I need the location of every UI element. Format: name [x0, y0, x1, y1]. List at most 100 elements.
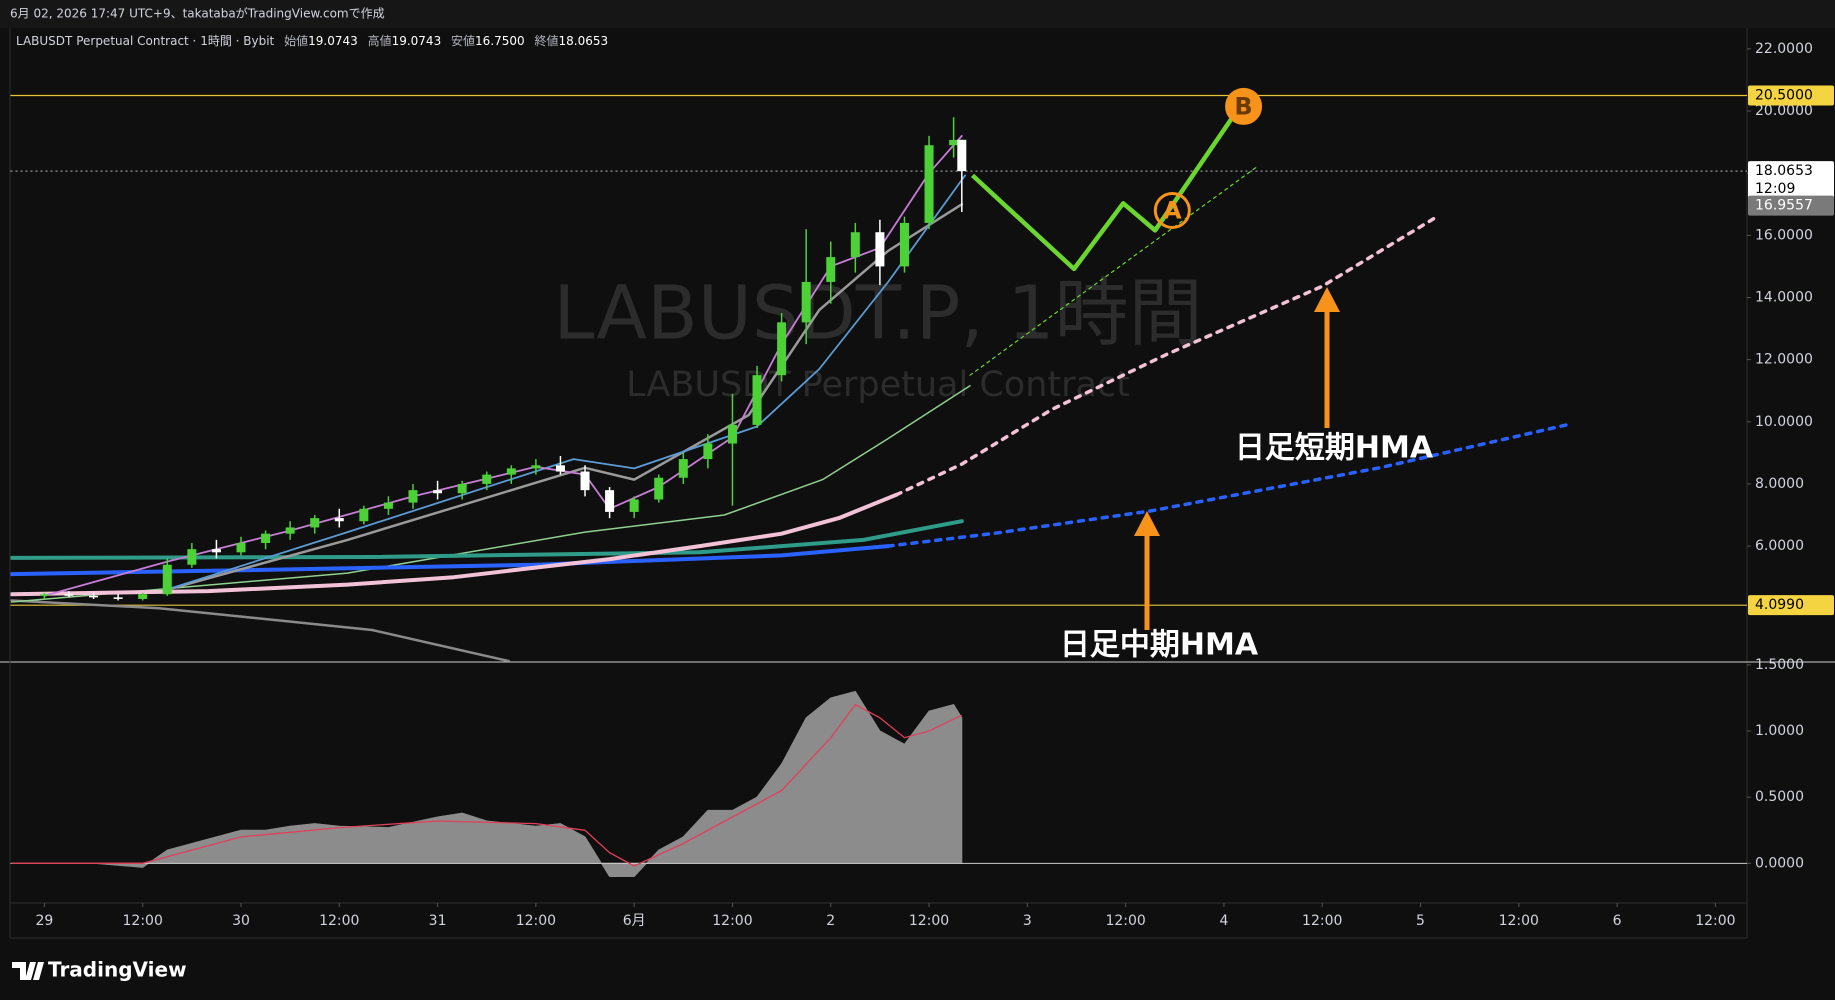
indicator-line	[10, 384, 971, 603]
candle-body	[162, 564, 172, 595]
x-tick-label: 6	[1613, 913, 1622, 929]
y-tick-label: 8.0000	[1755, 476, 1804, 492]
x-tick-label: 2	[826, 913, 835, 929]
price-label-time: 12:09	[1755, 181, 1795, 197]
candle-body	[555, 465, 565, 472]
candle-body	[89, 595, 99, 598]
candle-body	[826, 257, 836, 282]
y-tick-label: 1.5000	[1755, 657, 1804, 673]
x-tick-label: 12:00	[1105, 913, 1145, 929]
price-label-bg	[1748, 85, 1834, 106]
legend-label: 始値	[284, 33, 308, 48]
credit: 6月 02, 2026 17:47 UTC+9、takatabaがTrading…	[10, 6, 385, 21]
x-tick-label: 31	[429, 913, 447, 929]
x-tick-label: 12:00	[516, 913, 556, 929]
wave-marker	[1225, 87, 1263, 125]
candle-body	[334, 518, 344, 522]
candle-body	[531, 465, 541, 469]
top-bar	[0, 0, 1835, 28]
oscillator-pane	[10, 690, 1747, 877]
legend-label: 高値	[368, 33, 392, 48]
price-label: 20.5000	[1755, 88, 1813, 104]
x-tick-label: 4	[1219, 913, 1228, 929]
y-tick-label: 1.0000	[1755, 723, 1804, 739]
candle-body	[957, 139, 967, 172]
candle-body	[408, 490, 418, 503]
legend: LABUSDT Perpetual Contract · 1時間 · Bybit…	[16, 33, 608, 48]
indicator-line	[894, 214, 1439, 497]
x-tick-label: 12:00	[1695, 913, 1735, 929]
candle-body	[949, 139, 959, 146]
candle-body	[236, 542, 246, 553]
price-label-bg	[1748, 161, 1834, 200]
x-tick-label: 12:00	[123, 913, 163, 929]
legend-label: 終値	[535, 33, 559, 48]
indicator-line	[10, 492, 899, 597]
candle-body	[457, 483, 467, 494]
y-tick-label: 14.0000	[1755, 289, 1813, 305]
wave-marker	[1153, 191, 1191, 229]
y-tick-label: 22.0000	[1755, 41, 1813, 57]
candle-body	[654, 477, 664, 500]
y-tick-label: 10.0000	[1755, 414, 1813, 430]
candle-body	[899, 222, 909, 267]
candle-body	[924, 145, 934, 223]
wave-marker-label: A	[1163, 196, 1182, 224]
brand: TradingView	[12, 958, 187, 982]
candle-body	[850, 232, 860, 258]
candle-body	[359, 508, 369, 522]
main-pane: AB	[10, 87, 1747, 662]
candle-body	[138, 594, 148, 599]
indicator-line	[886, 422, 1570, 548]
price-label: 18.0653	[1755, 163, 1813, 179]
indicator-line	[969, 166, 1258, 376]
price-label: 4.0990	[1755, 597, 1804, 613]
y-tick-label: 0.0000	[1755, 855, 1804, 871]
arrow-head	[1314, 287, 1340, 312]
candle-body	[383, 502, 393, 509]
price-label: 16.9557	[1755, 198, 1813, 214]
annotation-short-hma: 日足短期HMA	[1235, 431, 1434, 466]
indicator-line	[163, 174, 966, 592]
x-tick-label: 6月	[623, 913, 646, 929]
watermark-subtitle: LABUSDT Perpetual Contract	[626, 365, 1130, 405]
y-tick-label: 12.0000	[1755, 352, 1813, 368]
y-tick-label: 6.0000	[1755, 538, 1804, 554]
legend-symbol: LABUSDT Perpetual Contract · 1時間 · Bybit	[16, 34, 275, 48]
candle-body	[64, 594, 74, 596]
annotations: 日足短期HMA 日足中期HMA	[1060, 287, 1434, 663]
oscillator-area	[11, 690, 963, 877]
candle-body	[113, 597, 123, 599]
x-tick-label: 5	[1416, 913, 1425, 929]
candle-body	[752, 375, 762, 425]
indicator-line	[10, 544, 891, 577]
indicator-line	[10, 599, 511, 662]
x-tick-label: 12:00	[909, 913, 949, 929]
y-tick-label: 0.5000	[1755, 789, 1804, 805]
candle-body	[39, 594, 49, 596]
candle-body	[580, 471, 590, 491]
watermark-title: LABUSDT.P, 1時間	[553, 271, 1202, 357]
x-tick-label: 29	[35, 913, 53, 929]
price-label-bg	[1748, 595, 1834, 616]
brand-logo	[12, 962, 44, 980]
candle-body	[310, 518, 320, 528]
legend-value: 19.0743	[392, 34, 442, 48]
y-tick-label: 16.0000	[1755, 227, 1813, 243]
candle-body	[727, 424, 737, 444]
candle-body	[875, 232, 885, 267]
indicator-line	[10, 519, 964, 560]
signal-line	[11, 703, 963, 867]
candle-body	[433, 490, 443, 494]
x-tick-label: 12:00	[1499, 913, 1539, 929]
legend-value: 19.0743	[308, 34, 358, 48]
candle-body	[261, 533, 271, 543]
candle-body	[678, 459, 688, 478]
legend-label: 安値	[451, 33, 475, 48]
price-label-bg	[1748, 195, 1834, 216]
axes: 22.000020.000018.000016.000014.000012.00…	[35, 41, 1834, 929]
candle-body	[605, 490, 615, 512]
x-tick-label: 12:00	[319, 913, 359, 929]
wave-marker-label: B	[1234, 92, 1252, 120]
